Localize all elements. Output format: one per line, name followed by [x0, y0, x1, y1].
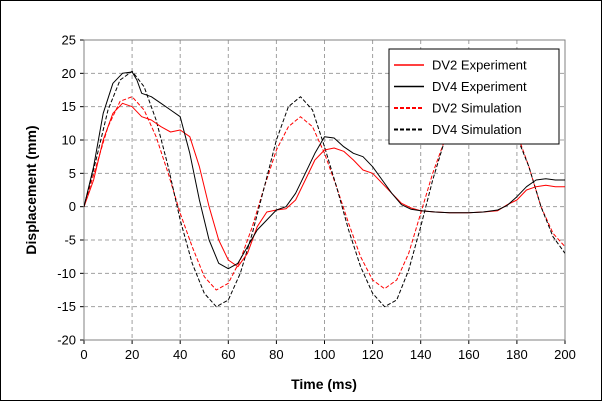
tick-labels: 0 20 40 60 80 100 120 140 160 180 200 -20 -15 -10 -5 0 5…: [57, 33, 576, 363]
y-tick-label: 5: [69, 166, 76, 181]
series-line-dv4-experiment: [84, 71, 565, 270]
legend-label: DV2 Experiment: [432, 58, 527, 73]
legend-label: DV2 Simulation: [432, 101, 522, 116]
x-tick-label: 80: [269, 347, 283, 362]
y-tick-label: 20: [62, 66, 76, 81]
x-tick-label: 60: [221, 347, 235, 362]
y-tick-label: -10: [57, 266, 76, 281]
x-tick-label: 160: [458, 347, 480, 362]
y-axis-title: Displacement (mm): [23, 125, 39, 254]
x-tick-label: 140: [410, 347, 432, 362]
y-tick-label: 10: [62, 133, 76, 148]
legend-label: DV4 Experiment: [432, 79, 527, 94]
grid: [80, 39, 566, 344]
x-axis-title: Time (ms): [291, 376, 357, 392]
x-tick-label: 180: [506, 347, 528, 362]
y-tick-label: 15: [62, 99, 76, 114]
x-tick-label: 0: [80, 347, 87, 362]
legend-label: DV4 Simulation: [432, 122, 522, 137]
x-tick-label: 200: [554, 347, 576, 362]
y-tick-label: -5: [64, 233, 76, 248]
x-tick-label: 40: [173, 347, 187, 362]
x-tick-label: 100: [314, 347, 336, 362]
legend: DV2 Experiment DV4 Experiment DV2 Simulati…: [388, 48, 560, 145]
y-tick-label: -15: [57, 299, 76, 314]
x-tick-label: 120: [362, 347, 384, 362]
y-tick-label: 25: [62, 33, 76, 48]
plot-area: [83, 39, 566, 341]
x-tick-label: 20: [125, 347, 139, 362]
y-tick-label: -20: [57, 333, 76, 348]
y-tick-label: 0: [69, 199, 76, 214]
